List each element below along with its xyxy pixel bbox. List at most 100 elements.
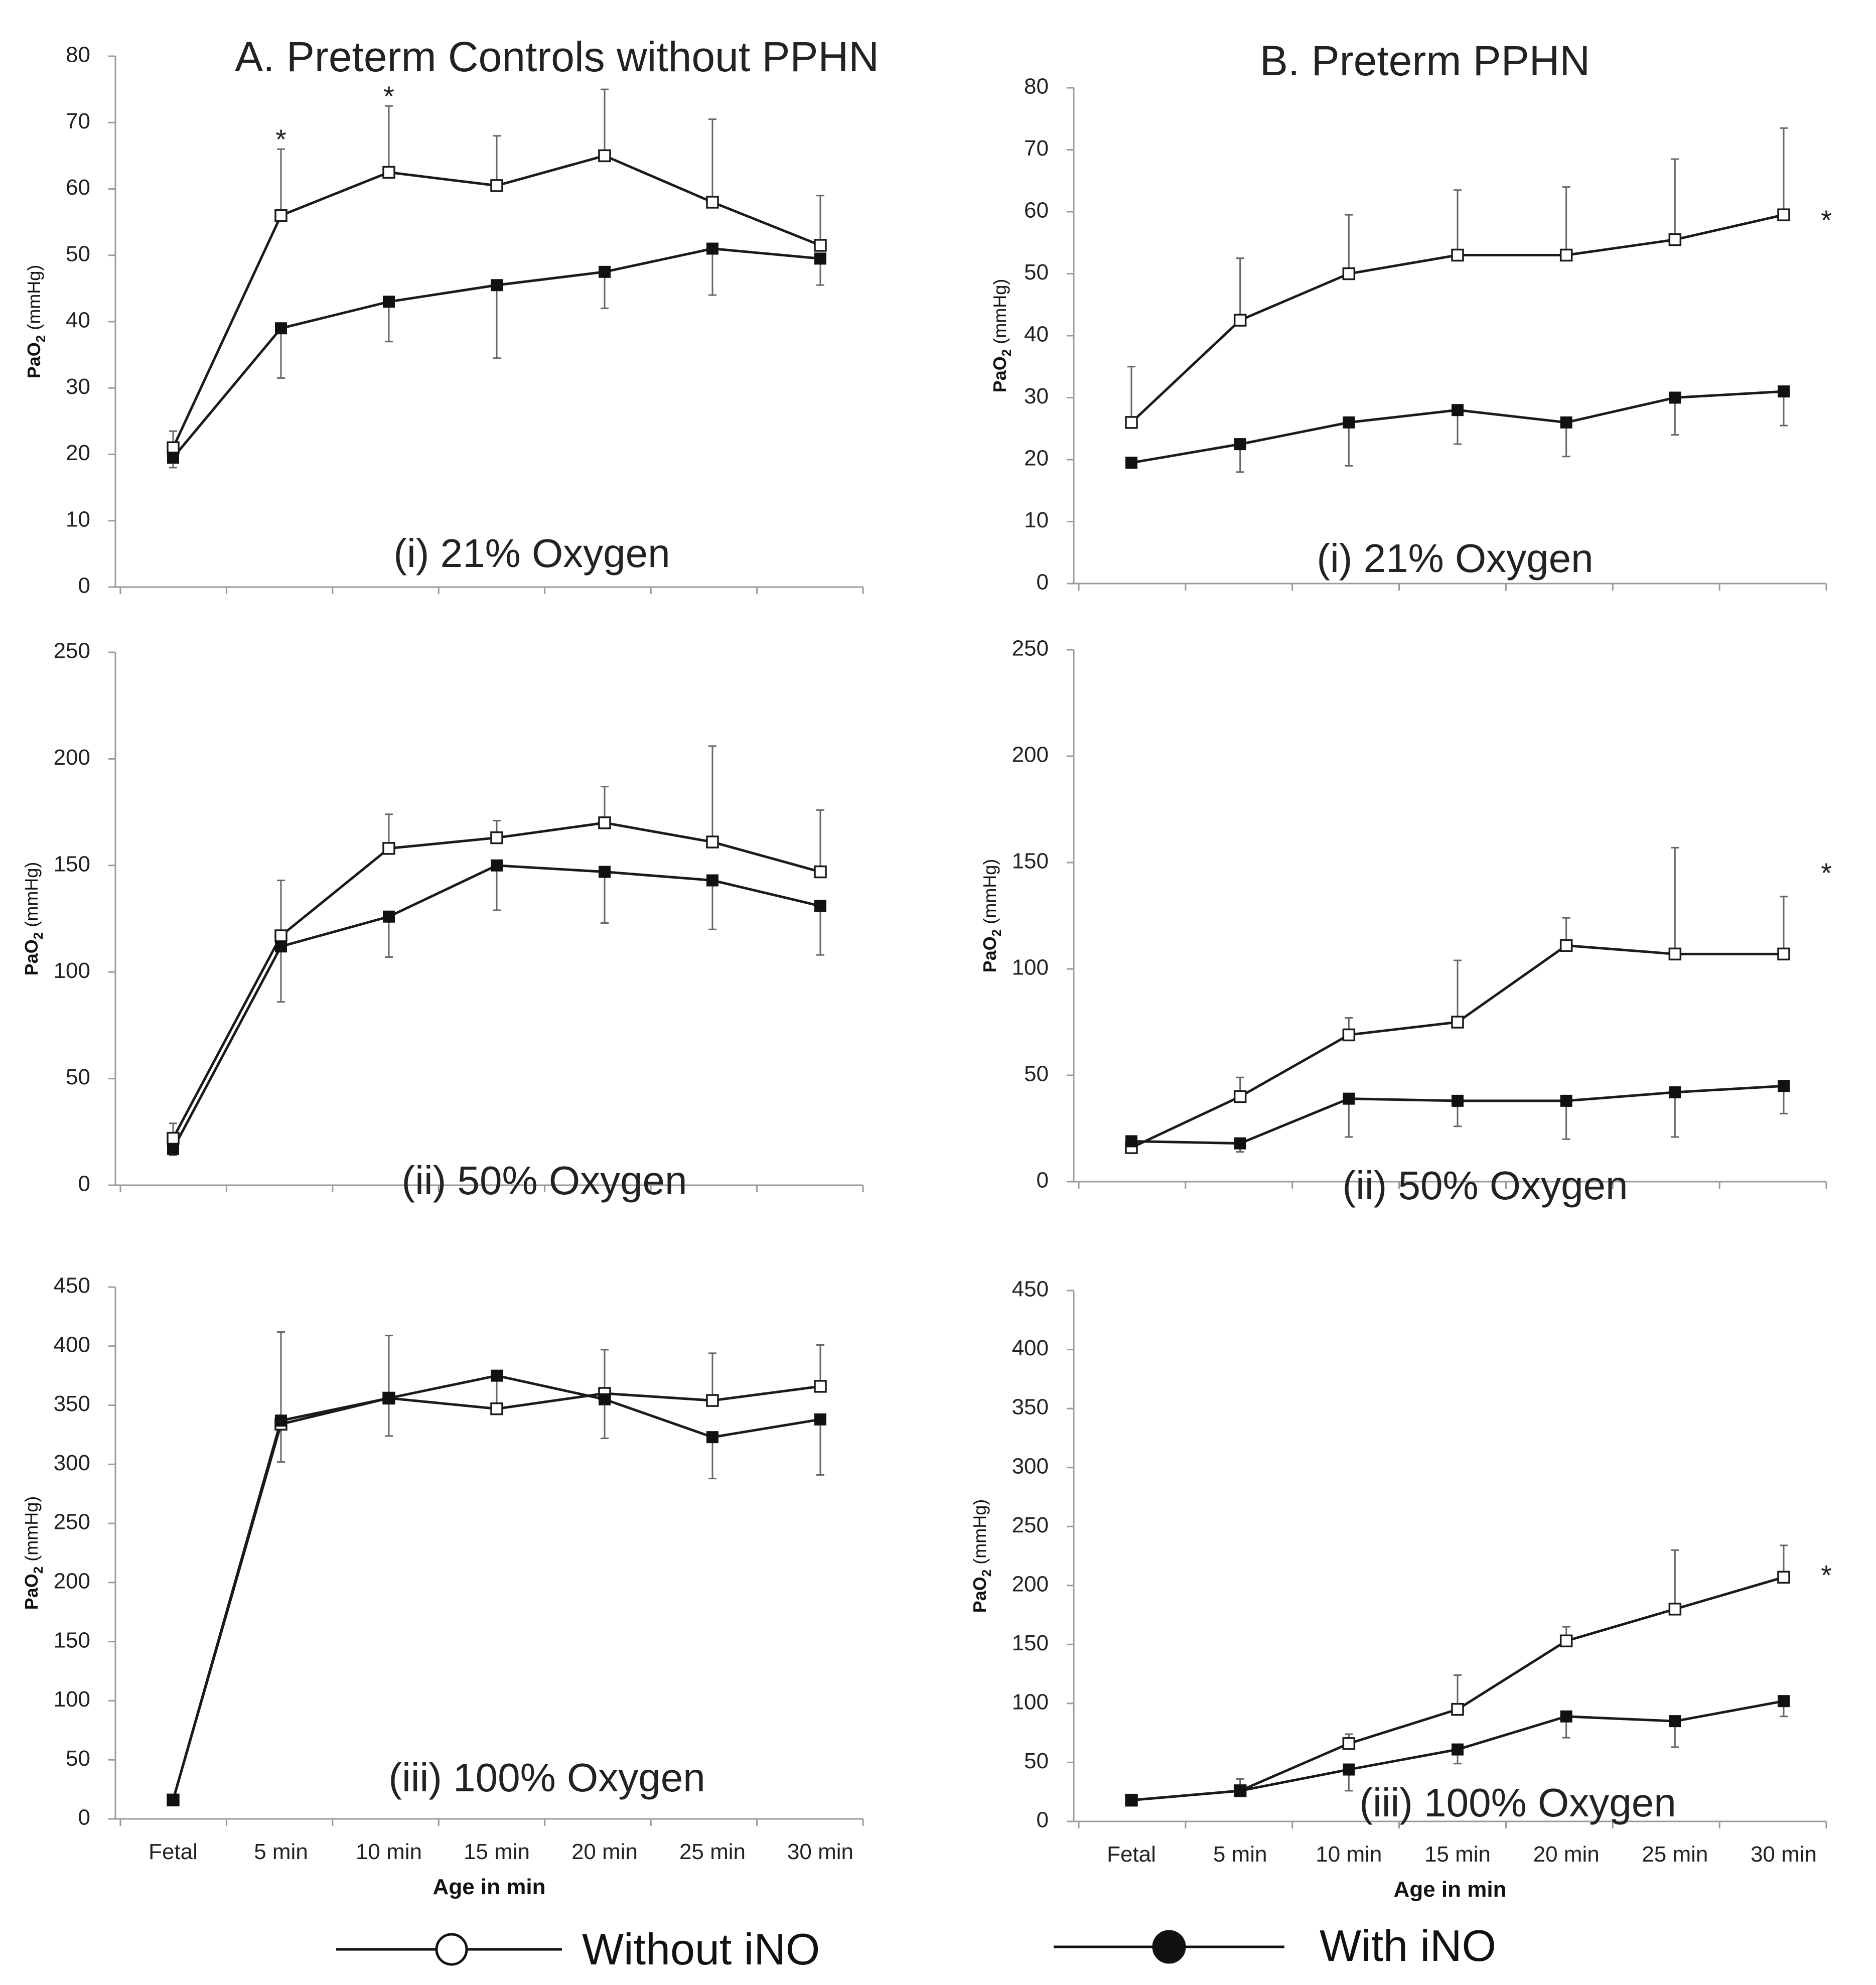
y-label-sub: 2 xyxy=(979,1570,994,1577)
y-label-sub: 2 xyxy=(989,929,1004,936)
y-tick-label: 0 xyxy=(1037,1168,1049,1193)
y-tick-label: 300 xyxy=(1012,1454,1049,1478)
y-label-unit: (mmHg) xyxy=(21,1496,42,1567)
y-tick-label: 150 xyxy=(1012,849,1049,874)
point-with-ino xyxy=(383,1392,395,1404)
point-with-ino xyxy=(1669,1086,1681,1098)
series-line-with-ino xyxy=(172,1374,821,1800)
point-without-ino xyxy=(598,149,611,163)
y-tick-label: 150 xyxy=(54,1628,90,1652)
point-with-ino xyxy=(814,900,826,912)
y-label-unit: (mmHg) xyxy=(979,859,1000,929)
point-with-ino xyxy=(1343,1092,1355,1105)
point-with-ino xyxy=(1560,1710,1572,1723)
point-with-ino xyxy=(1125,1135,1137,1148)
point-without-ino xyxy=(1777,208,1790,221)
y-label-main: PaO xyxy=(979,936,1000,972)
y-tick-label: 60 xyxy=(1024,198,1049,223)
legend-without-label: Without iNO xyxy=(582,1924,820,1974)
point-without-ino xyxy=(274,209,287,222)
x-tick-label: 20 min xyxy=(571,1839,638,1864)
point-with-ino xyxy=(1234,1137,1246,1150)
y-tick-label: 50 xyxy=(66,1746,90,1771)
y-tick-label: 350 xyxy=(1012,1395,1049,1420)
x-tick-label: 5 min xyxy=(254,1839,308,1864)
y-label-unit: (mmHg) xyxy=(21,862,42,932)
significance-star: * xyxy=(1821,204,1832,236)
point-without-ino xyxy=(1777,947,1790,961)
point-without-ino xyxy=(1559,939,1573,952)
point-with-ino xyxy=(1560,416,1572,429)
y-tick-label: 100 xyxy=(54,1687,90,1712)
x-tick-label: 25 min xyxy=(679,1839,746,1864)
y-tick-label: 30 xyxy=(66,374,90,399)
point-without-ino xyxy=(1668,947,1682,961)
y-tick-label: 30 xyxy=(1024,384,1049,408)
panel-title: A. Preterm Controls without PPHN xyxy=(235,33,879,80)
y-tick-label: 70 xyxy=(1024,136,1049,161)
point-without-ino xyxy=(1777,1571,1790,1584)
y-tick-label: 0 xyxy=(78,1172,90,1196)
point-with-ino xyxy=(383,910,395,923)
y-tick-label: 350 xyxy=(54,1391,90,1416)
y-tick-label: 50 xyxy=(1024,1062,1049,1086)
point-with-ino xyxy=(1452,1743,1464,1756)
point-without-ino xyxy=(1559,248,1573,262)
point-with-ino xyxy=(167,1143,179,1155)
x-tick-label: 30 min xyxy=(787,1839,853,1864)
y-tick-label: 80 xyxy=(1024,74,1049,99)
y-tick-label: 200 xyxy=(1012,743,1049,767)
panel-annotation: (ii) 50% Oxygen xyxy=(1342,1163,1628,1208)
point-with-ino xyxy=(275,322,287,335)
point-with-ino xyxy=(1234,1784,1246,1797)
y-label-sub: 2 xyxy=(33,335,48,342)
significance-star: * xyxy=(1821,857,1832,889)
point-with-ino xyxy=(814,252,826,265)
y-label-main: PaO xyxy=(989,356,1010,392)
significance-star: * xyxy=(1821,1559,1832,1591)
point-with-ino xyxy=(706,874,718,887)
point-with-ino xyxy=(1452,1094,1464,1107)
point-with-ino xyxy=(706,1431,718,1444)
point-without-ino xyxy=(1233,314,1247,327)
y-tick-label: 200 xyxy=(1012,1572,1049,1596)
point-without-ino xyxy=(490,179,503,192)
y-tick-label: 10 xyxy=(1024,508,1049,532)
panel-annotation: (i) 21% Oxygen xyxy=(393,531,670,576)
point-with-ino xyxy=(1778,1695,1790,1708)
point-without-ino xyxy=(814,239,827,252)
y-tick-label: 150 xyxy=(1012,1631,1049,1655)
point-with-ino xyxy=(1343,1763,1355,1776)
x-tick-label: 15 min xyxy=(1424,1842,1491,1867)
point-with-ino xyxy=(167,452,179,464)
point-without-ino xyxy=(706,1394,719,1407)
point-with-ino xyxy=(167,1794,179,1806)
point-without-ino xyxy=(814,865,827,879)
y-tick-label: 100 xyxy=(1012,1690,1049,1715)
point-with-ino xyxy=(1560,1094,1572,1107)
y-tick-label: 400 xyxy=(54,1332,90,1357)
x-axis-label: Age in min xyxy=(433,1875,546,1899)
y-label-main: PaO xyxy=(21,1574,42,1610)
point-without-ino xyxy=(598,816,611,829)
point-without-ino xyxy=(1451,1016,1464,1029)
point-without-ino xyxy=(1668,1603,1682,1616)
y-label-sub: 2 xyxy=(31,1567,46,1574)
point-without-ino xyxy=(1451,248,1464,262)
legend-with-label: With iNO xyxy=(1320,1921,1496,1970)
y-tick-label: 10 xyxy=(66,507,90,531)
point-without-ino xyxy=(1668,233,1682,246)
y-label-main: PaO xyxy=(21,939,42,975)
legend: Without iNO With iNO xyxy=(336,1921,1496,1974)
point-with-ino xyxy=(275,1414,287,1427)
point-with-ino xyxy=(1125,457,1137,469)
x-tick-label: 15 min xyxy=(464,1839,530,1864)
y-tick-label: 60 xyxy=(66,175,90,200)
panel-B-iii: 0 50 100 150 200 250 300 350 400 450 Fetal 5 min 10 … xyxy=(969,1277,1832,1902)
y-label-sub: 2 xyxy=(31,932,46,939)
point-with-ino xyxy=(1452,404,1464,416)
point-without-ino xyxy=(1342,1737,1356,1750)
point-with-ino xyxy=(1343,416,1355,429)
point-with-ino xyxy=(1125,1794,1137,1806)
